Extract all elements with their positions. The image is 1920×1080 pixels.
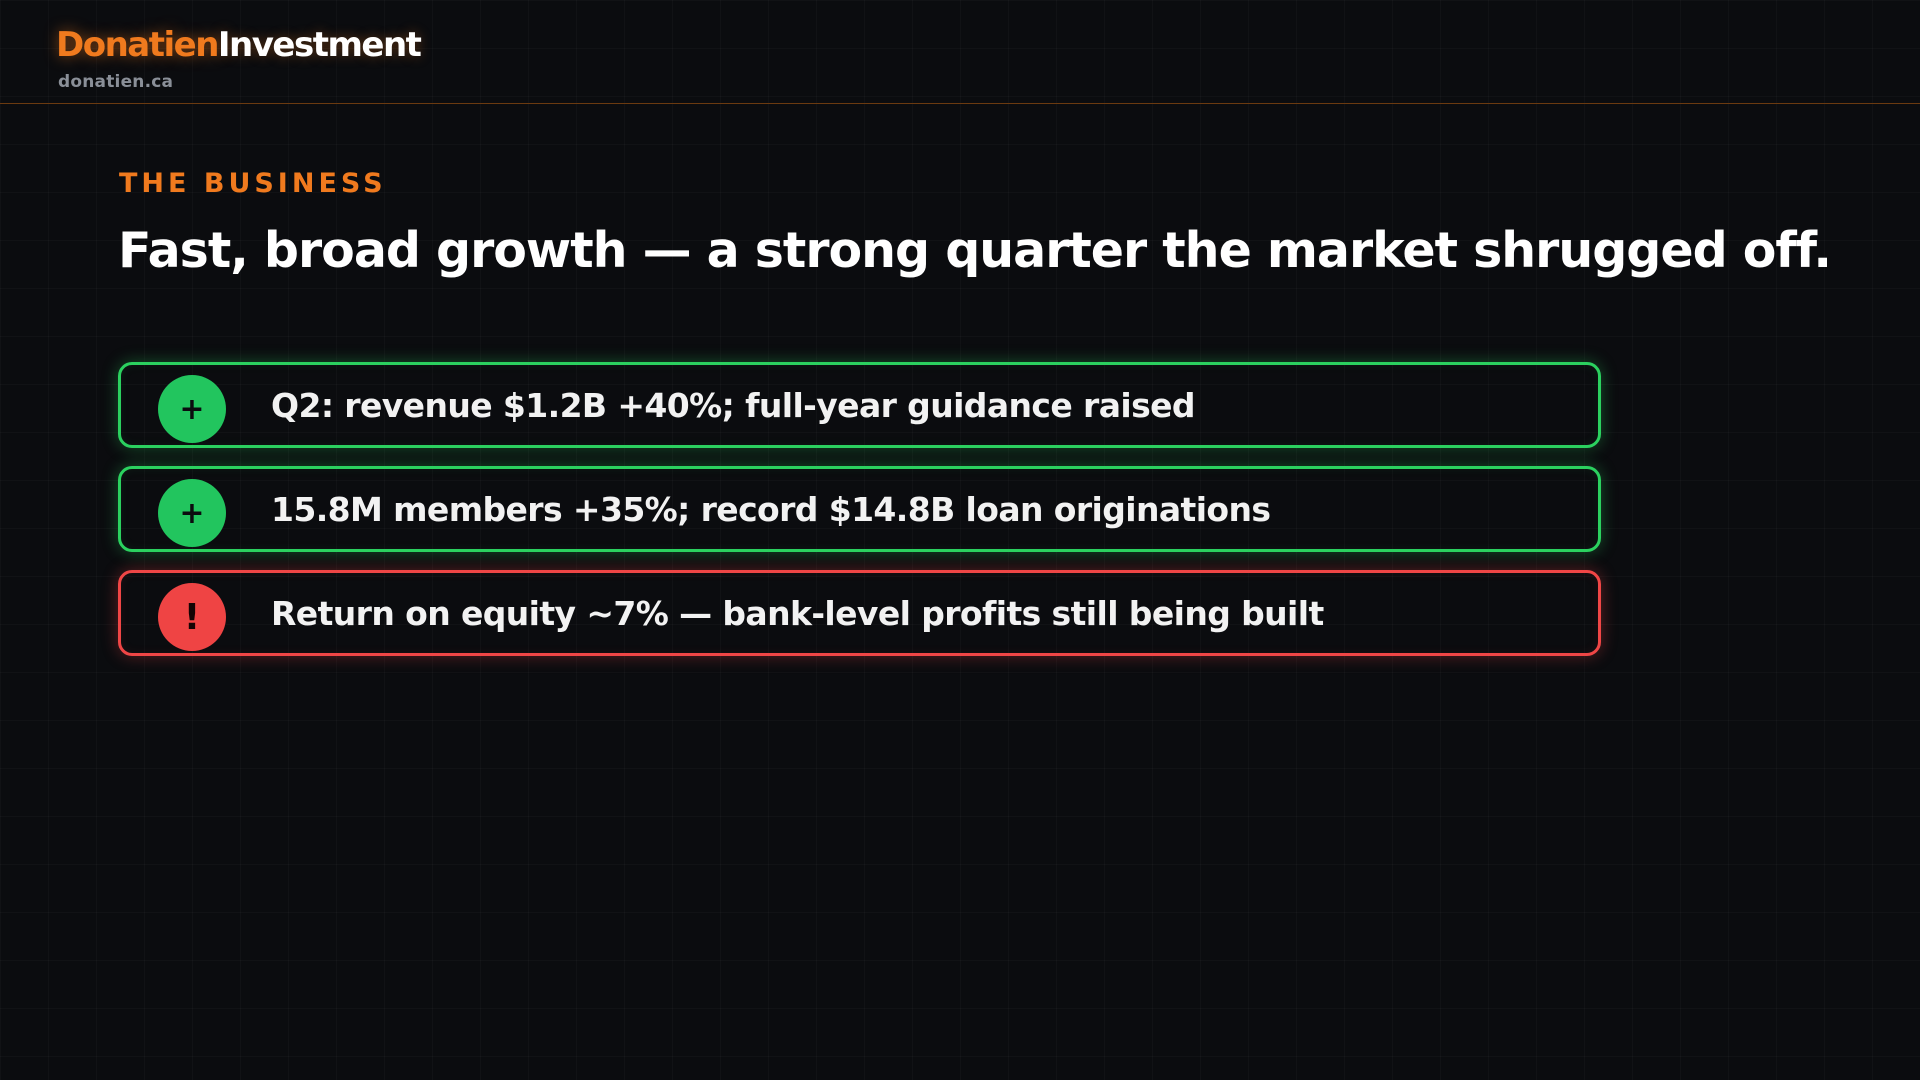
key-point-revenue: + Q2: revenue $1.2B +40%; full-year guid… [118, 362, 1601, 448]
key-point-text: 15.8M members +35%; record $14.8B loan o… [271, 489, 1271, 529]
key-point-text: Return on equity ~7% — bank-level profit… [271, 593, 1324, 633]
brand-name-secondary: Investment [217, 25, 422, 65]
exclamation-icon: ! [158, 583, 226, 651]
brand-domain: donatien.ca [58, 72, 174, 92]
key-point-roe: ! Return on equity ~7% — bank-level prof… [118, 570, 1601, 656]
plus-icon: + [158, 375, 226, 443]
key-point-members: + 15.8M members +35%; record $14.8B loan… [118, 466, 1601, 552]
key-points-list: + Q2: revenue $1.2B +40%; full-year guid… [118, 362, 1601, 674]
plus-icon: + [158, 479, 226, 547]
brand-logo[interactable]: DonatienInvestment [56, 24, 422, 66]
slide-headline: Fast, broad growth — a strong quarter th… [118, 222, 1832, 279]
brand-name-primary: Donatien [56, 25, 219, 65]
key-point-text: Q2: revenue $1.2B +40%; full-year guidan… [271, 385, 1196, 425]
header-bar: DonatienInvestment donatien.ca [0, 0, 1920, 104]
section-eyebrow: THE BUSINESS [119, 168, 387, 199]
